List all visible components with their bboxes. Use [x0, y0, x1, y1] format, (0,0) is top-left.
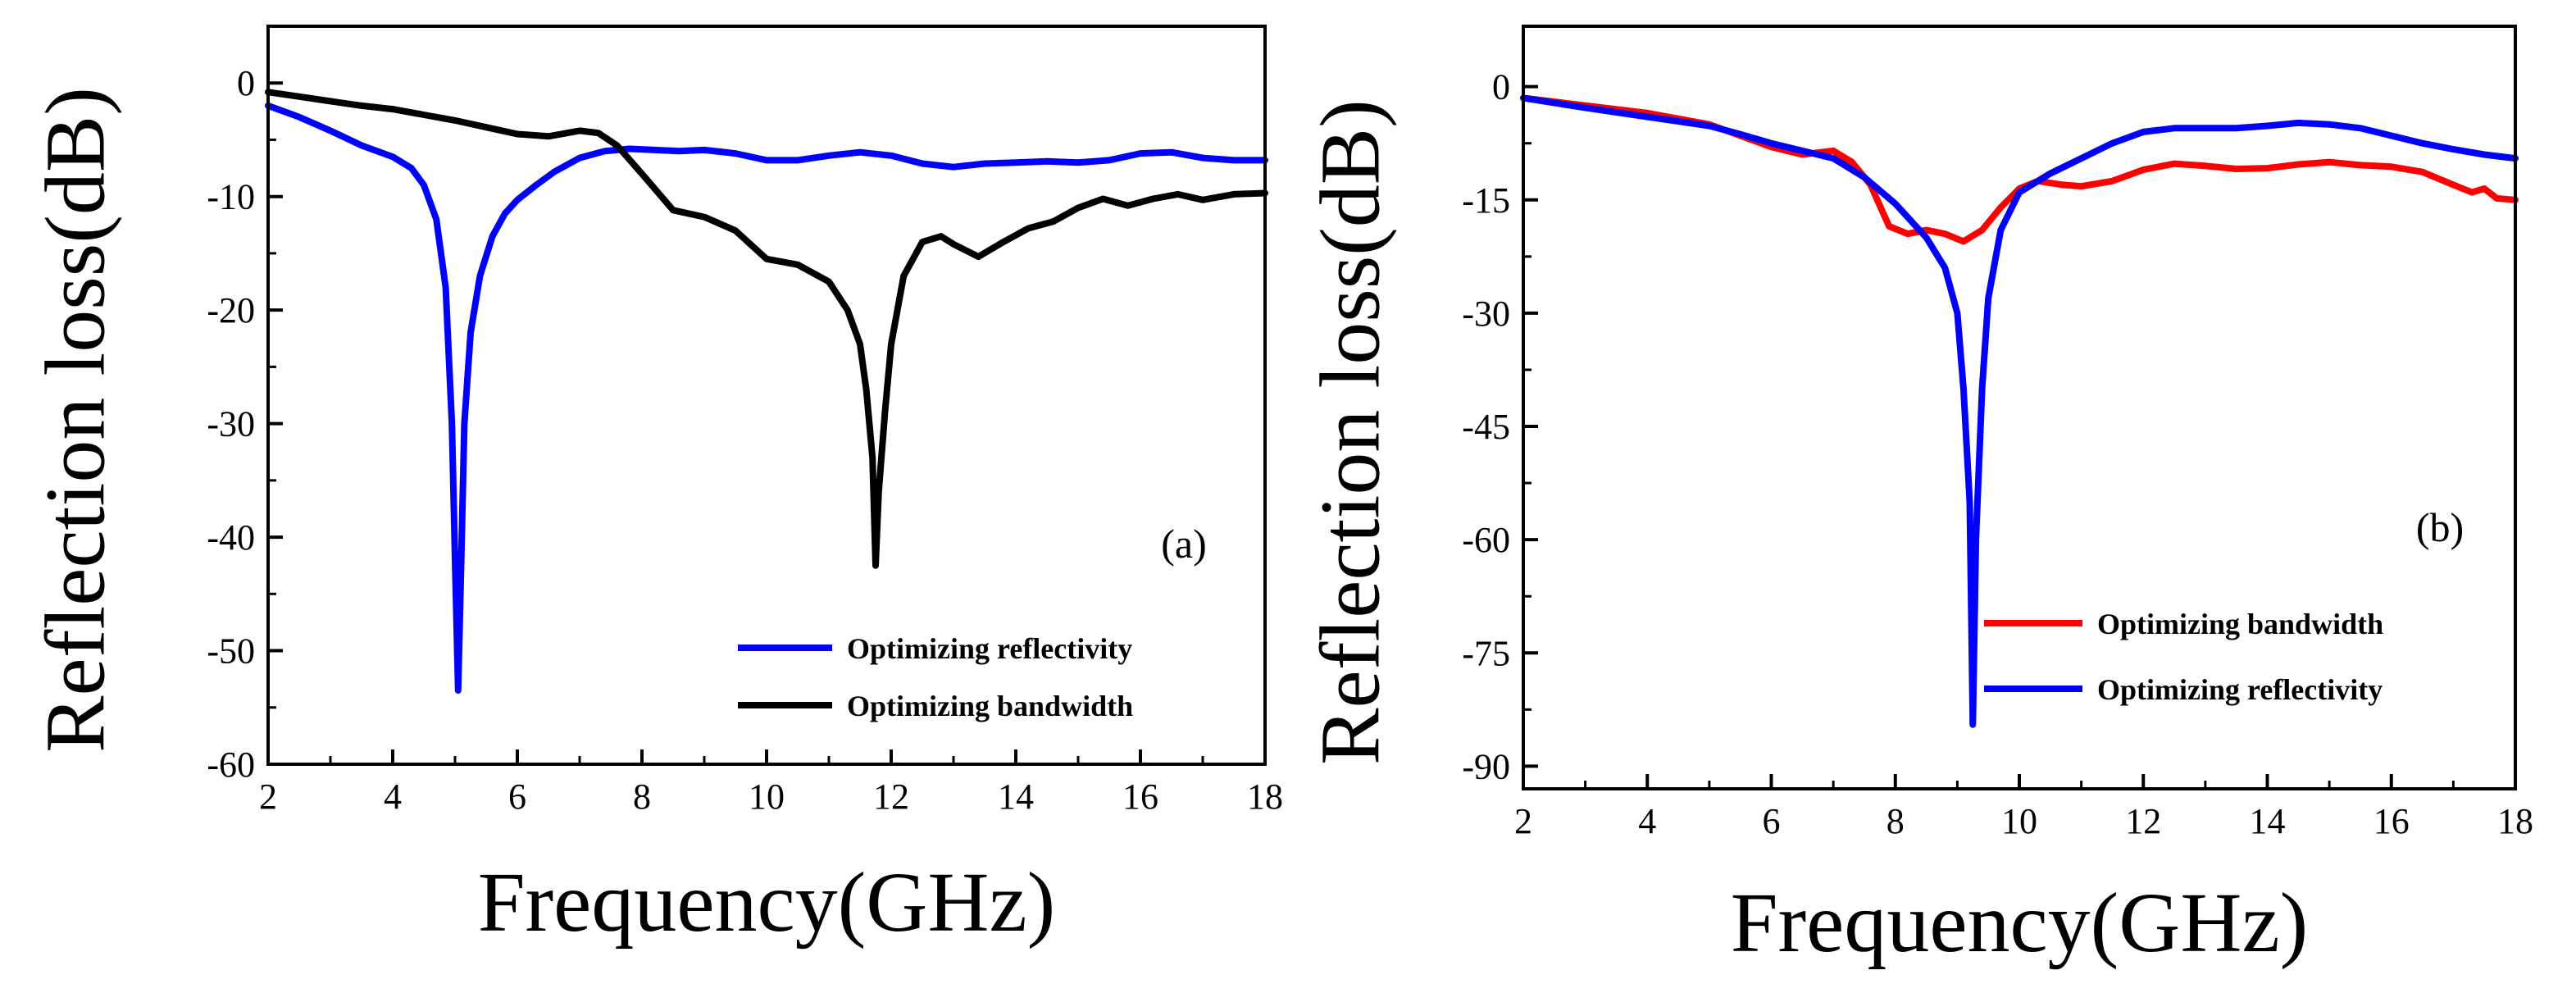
panel-b-x-tick-label: 18	[2497, 801, 2533, 841]
panel-a-y-tick-label: -20	[207, 290, 255, 330]
panel-a-legend-label-reflectivity: Optimizing reflectivity	[847, 632, 1132, 665]
panel-a-series-optimizing-bandwidth	[265, 89, 1268, 569]
panel-a-y-tick-label: 0	[237, 63, 255, 103]
panel-b: 2 4 6 8 10 12 14 16 18 0 -15 -30 -45 -60 -75 -90 Freque…	[1303, 25, 2533, 970]
panel-a-y-axis-title: Reflection loss(dB)	[28, 87, 122, 753]
panel-b-x-tick-label: 16	[2373, 801, 2410, 841]
panel-b-x-tick-label: 12	[2125, 801, 2161, 841]
panel-a-label: (a)	[1161, 521, 1207, 567]
panel-a-y-tick-label: -40	[207, 517, 255, 558]
panel-a-x-tick-label: 2	[259, 777, 277, 817]
panel-a-y-tick-label: -60	[207, 745, 255, 785]
panel-a-y-tick-label: -10	[207, 177, 255, 217]
panel-b-x-tick-label: 2	[1514, 801, 1532, 841]
panel-b-x-tick-label: 10	[2001, 801, 2037, 841]
panel-a-x-tick-label: 10	[749, 777, 785, 817]
panel-a-x-tick-label: 18	[1247, 777, 1283, 817]
panel-b-y-tick-label: -45	[1462, 407, 1510, 447]
panel-a-x-tick-label: 12	[873, 777, 909, 817]
panel-b-y-tick-label: -90	[1462, 746, 1510, 786]
panel-a-x-tick-label: 16	[1122, 777, 1158, 817]
panel-b-label: (b)	[2416, 504, 2464, 550]
panel-b-y-tick-label: -15	[1462, 180, 1510, 221]
panel-b-y-tick-label: -30	[1462, 294, 1510, 334]
panel-a-y-tick-label: -30	[207, 404, 255, 444]
panel-b-series-optimizing-reflectivity	[1520, 94, 2519, 728]
panel-b-x-tick-label: 6	[1763, 801, 1781, 841]
panel-b-x-tick-label: 8	[1886, 801, 1905, 841]
panel-a-series-optimizing-reflectivity	[265, 102, 1268, 694]
panel-a-x-tick-label: 6	[508, 777, 526, 817]
panel-b-legend-label-reflectivity: Optimizing reflectivity	[2097, 673, 2383, 706]
panel-b-y-tick-label: 0	[1492, 67, 1510, 107]
panel-b-y-tick-label: -75	[1462, 633, 1510, 673]
panel-a-x-tick-label: 8	[633, 777, 651, 817]
panel-a-x-tick-label: 4	[384, 777, 402, 817]
panel-b-y-axis-title: Reflection loss(dB)	[1303, 99, 1397, 765]
panel-b-y-tick-label: -60	[1462, 520, 1510, 560]
panel-a-y-tick-label: -50	[207, 631, 255, 672]
panel-a-legend: Optimizing reflectivity Optimizing bandw…	[738, 632, 1133, 722]
panel-a-x-axis-title: Frequency(GHz)	[478, 855, 1056, 950]
panel-b-legend: Optimizing bandwidth Optimizing reflecti…	[1984, 608, 2383, 706]
panel-a-x-tick-label: 14	[998, 777, 1034, 817]
panel-a: 2 4 6 8 10 12 14 16 18 0 -10 -20 -30 -40 -50 -60 Freque…	[28, 25, 1283, 950]
panel-b-legend-label-bandwidth: Optimizing bandwidth	[2097, 608, 2383, 640]
panel-a-legend-label-bandwidth: Optimizing bandwidth	[847, 690, 1133, 722]
panel-b-x-axis-title: Frequency(GHz)	[1731, 876, 2309, 970]
panel-b-x-tick-label: 14	[2250, 801, 2286, 841]
panel-b-x-tick-label: 4	[1638, 801, 1656, 841]
